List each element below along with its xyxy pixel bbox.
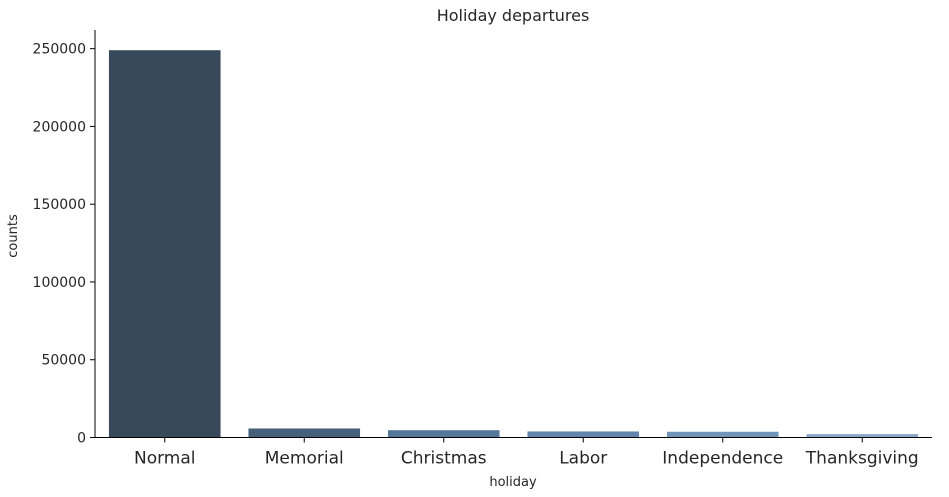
x-tick-label: Labor [559,449,607,469]
x-axis-label: holiday [489,475,537,490]
y-tick-label: 0 [77,431,86,447]
y-tick-label: 100000 [33,275,86,291]
y-tick-label: 250000 [33,42,86,58]
y-axis-ticks: 0 50000 100000 150000 200000 250000 [33,42,95,447]
y-tick-label: 200000 [33,119,86,135]
y-tick-label: 150000 [33,197,86,213]
x-tick-label: Thanksgiving [805,449,919,469]
x-axis-ticks: Normal Memorial Christmas Labor Independence… [134,437,919,469]
bar-normal [108,50,221,438]
bar-memorial [248,428,361,438]
x-tick-label: Christmas [401,449,487,469]
y-tick-label: 50000 [41,353,86,369]
x-tick-label: Independence [662,449,783,469]
bar-labor [527,431,640,438]
x-tick-label: Memorial [265,449,344,469]
chart-title: Holiday departures [437,6,590,25]
bars-group [108,50,919,438]
bar-thanksgiving [806,434,919,438]
bar-independence [666,431,779,438]
y-axis-label: counts [6,214,21,258]
bar-christmas [387,430,500,438]
x-tick-label: Normal [134,449,196,469]
